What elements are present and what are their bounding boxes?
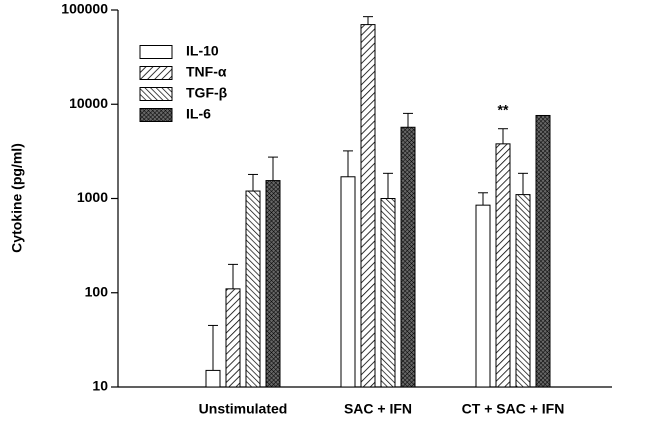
legend-swatch xyxy=(139,87,173,101)
legend-label: TNF-α xyxy=(186,64,227,80)
y-tick-label: 100000 xyxy=(61,1,108,17)
bar xyxy=(495,143,511,388)
legend-label: TGF-β xyxy=(186,85,228,101)
legend-label: IL-10 xyxy=(186,43,219,59)
bar xyxy=(400,126,416,388)
legend-swatch xyxy=(139,45,173,59)
bar xyxy=(360,24,376,388)
bar xyxy=(340,176,356,388)
x-tick-label: SAC + IFN xyxy=(344,401,412,417)
legend-swatch xyxy=(139,66,173,80)
bar xyxy=(225,288,241,388)
bar xyxy=(535,114,551,388)
bar xyxy=(515,194,531,388)
bar xyxy=(265,180,281,388)
bar xyxy=(475,204,491,388)
x-tick-label: Unstimulated xyxy=(199,401,288,417)
x-tick-label: CT + SAC + IFN xyxy=(462,401,565,417)
y-axis-label: Cytokine (pg/ml) xyxy=(9,143,25,253)
legend-label: IL-6 xyxy=(186,106,211,122)
legend-swatch xyxy=(139,108,173,122)
y-tick-label: 10 xyxy=(92,378,108,394)
annotation: ** xyxy=(498,101,509,117)
y-tick-label: 10000 xyxy=(69,95,108,111)
bar xyxy=(245,190,261,388)
y-tick-label: 1000 xyxy=(77,189,108,205)
y-tick-label: 100 xyxy=(85,283,109,299)
bar xyxy=(380,198,396,388)
bar xyxy=(205,369,221,388)
